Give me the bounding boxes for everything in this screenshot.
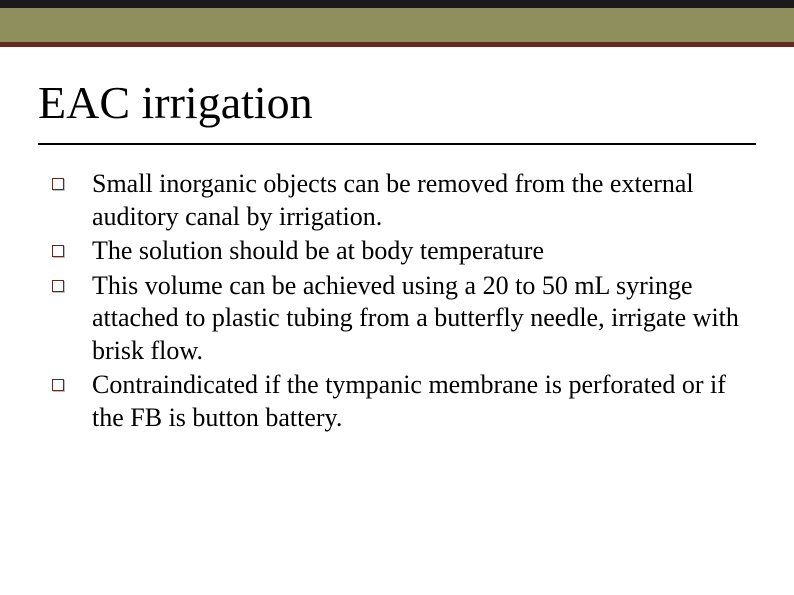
header-bar (0, 0, 794, 47)
square-bullet-icon (52, 280, 64, 292)
bullet-text: Small inorganic objects can be removed f… (92, 168, 746, 233)
bullet-text: Contraindicated if the tympanic membrane… (92, 369, 746, 434)
square-bullet-icon (52, 245, 64, 257)
content-area: Small inorganic objects can be removed f… (52, 168, 746, 436)
bullet-item: This volume can be achieved using a 20 t… (52, 270, 746, 368)
square-bullet-icon (52, 379, 64, 391)
header-bar-maroon (0, 42, 794, 47)
slide-title: EAC irrigation (38, 78, 756, 139)
bullet-text: The solution should be at body temperatu… (92, 235, 746, 268)
bullet-item: Small inorganic objects can be removed f… (52, 168, 746, 233)
square-bullet-icon (52, 178, 64, 190)
bullet-item: The solution should be at body temperatu… (52, 235, 746, 268)
title-underline (38, 143, 756, 145)
bullet-text: This volume can be achieved using a 20 t… (92, 270, 746, 368)
bullet-item: Contraindicated if the tympanic membrane… (52, 369, 746, 434)
title-area: EAC irrigation (38, 78, 756, 145)
header-bar-dark (0, 0, 794, 8)
slide: EAC irrigation Small inorganic objects c… (0, 0, 794, 595)
header-bar-olive (0, 8, 794, 42)
